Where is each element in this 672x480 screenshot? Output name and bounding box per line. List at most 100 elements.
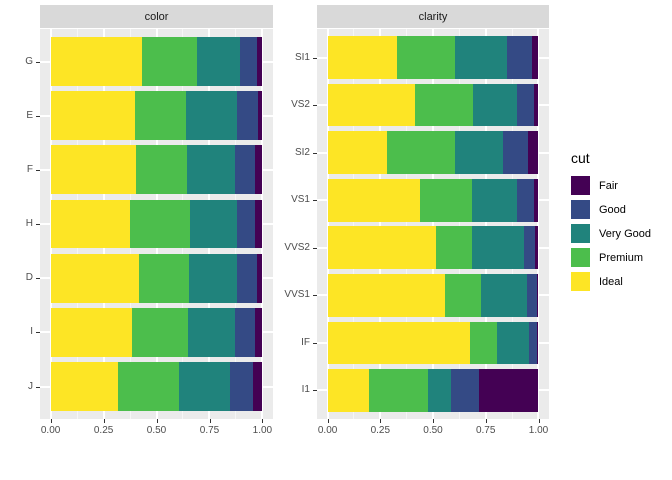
y-axis-tick (36, 332, 40, 334)
x-axis-tick (327, 419, 329, 423)
bar-segment-ideal (50, 362, 119, 411)
y-axis-label: E (26, 109, 33, 121)
facet-strip-color: color (40, 5, 273, 28)
gridline-major (484, 29, 487, 419)
bar-segment-very-good (197, 37, 241, 86)
legend-title: cut (571, 150, 590, 166)
bar-row-VVS2 (327, 226, 539, 270)
bar-segment-premium (369, 369, 428, 412)
bar-segment-fair (255, 145, 263, 195)
bar-segment-premium (396, 36, 455, 79)
x-axis-tick (433, 419, 434, 423)
x-axis-tick (156, 419, 158, 423)
legend-key-swatch (571, 272, 590, 291)
bar-segment-very-good (179, 362, 231, 411)
y-axis-label: F (26, 163, 33, 175)
gridline-major (537, 29, 540, 419)
bar-segment-ideal (327, 131, 388, 175)
bar-segment-fair (255, 307, 263, 357)
bar-segment-very-good (187, 145, 236, 195)
bar-segment-ideal (327, 369, 370, 412)
bar-segment-premium (414, 83, 473, 127)
x-axis-tick (103, 419, 105, 423)
bar-segment-premium (130, 199, 191, 249)
bar-segment-fair (537, 321, 539, 365)
y-axis-label: VS1 (291, 194, 310, 206)
facet-strip-clarity: clarity (317, 5, 549, 28)
bar-segment-good (502, 131, 528, 175)
y-axis-tick (313, 105, 317, 107)
legend-key-swatch (571, 248, 590, 267)
bar-row-VVS1 (327, 273, 539, 317)
bar-segment-very-good (472, 83, 518, 127)
bar-segment-ideal (327, 178, 421, 222)
bar-segment-ideal (50, 37, 143, 86)
y-axis-label: VVS2 (284, 241, 310, 253)
y-axis-tick (313, 247, 317, 249)
y-axis-tick (36, 169, 40, 171)
bar-segment-fair (534, 83, 539, 127)
bar-segment-ideal (50, 307, 133, 357)
bar-segment-premium (134, 91, 186, 141)
bar-segment-good (517, 178, 535, 222)
bar-row-E (50, 91, 263, 141)
bar-segment-ideal (50, 199, 131, 249)
y-axis-tick (36, 115, 40, 117)
bar-segment-fair (254, 199, 263, 249)
x-axis-tick (485, 419, 487, 423)
x-axis-tick-label: 0.75 (475, 425, 496, 436)
gridline-major (261, 29, 264, 419)
y-axis-label: I1 (301, 384, 310, 396)
bar-segment-fair (535, 226, 539, 270)
bar-segment-good (235, 307, 256, 357)
legend-item-very-good: Very Good (571, 224, 671, 243)
bar-segment-premium (387, 131, 455, 175)
bar-segment-premium (470, 321, 498, 365)
bar-segment-good (451, 369, 479, 412)
bar-segment-ideal (327, 83, 415, 127)
y-axis-label: VVS1 (284, 289, 310, 301)
gridline-minor (458, 29, 460, 419)
gridline-major (379, 29, 382, 419)
bar-row-J (50, 362, 263, 411)
gridline-major (432, 29, 434, 419)
bar-segment-fair (531, 36, 539, 79)
bar-row-SI1 (327, 36, 539, 79)
bar-segment-ideal (50, 145, 136, 195)
bar-segment-very-good (454, 131, 503, 175)
x-axis-tick-label: 0.50 (146, 425, 167, 436)
bar-segment-very-good (481, 273, 527, 317)
bar-segment-fair (527, 131, 539, 175)
bar-segment-ideal (50, 91, 135, 141)
x-axis-tick-label: 0.25 (93, 425, 114, 436)
legend-key-swatch (571, 176, 590, 195)
x-axis-tick (538, 419, 540, 423)
bar-segment-ideal (327, 321, 471, 365)
x-axis-tick (50, 419, 52, 423)
bar-segment-very-good (190, 199, 237, 249)
bar-segment-good (240, 37, 257, 86)
bar-segment-premium (135, 145, 188, 195)
legend: cut Fair Good Very Good Premium Ideal (571, 149, 671, 296)
gridline-minor (406, 29, 408, 419)
y-axis-label: G (25, 55, 33, 67)
legend-key-swatch (571, 200, 590, 219)
legend-key-swatch (571, 224, 590, 243)
bar-segment-premium (420, 178, 472, 222)
y-axis-tick (313, 57, 317, 59)
y-axis-label: SI1 (294, 51, 310, 63)
bar-segment-good (236, 253, 258, 303)
bar-segment-very-good (188, 307, 236, 357)
legend-item-good: Good (571, 200, 671, 219)
bar-segment-good (526, 273, 538, 317)
legend-key-label: Ideal (599, 275, 623, 288)
bar-row-SI2 (327, 131, 539, 175)
bar-row-VS1 (327, 178, 539, 222)
bar-row-VS2 (327, 83, 539, 127)
x-axis-tick-label: 0.50 (423, 425, 443, 436)
x-axis-tick (262, 419, 264, 423)
y-axis-tick (313, 342, 317, 344)
bar-segment-fair (534, 178, 539, 222)
bar-segment-ideal (327, 36, 397, 79)
y-axis-tick (313, 390, 317, 392)
